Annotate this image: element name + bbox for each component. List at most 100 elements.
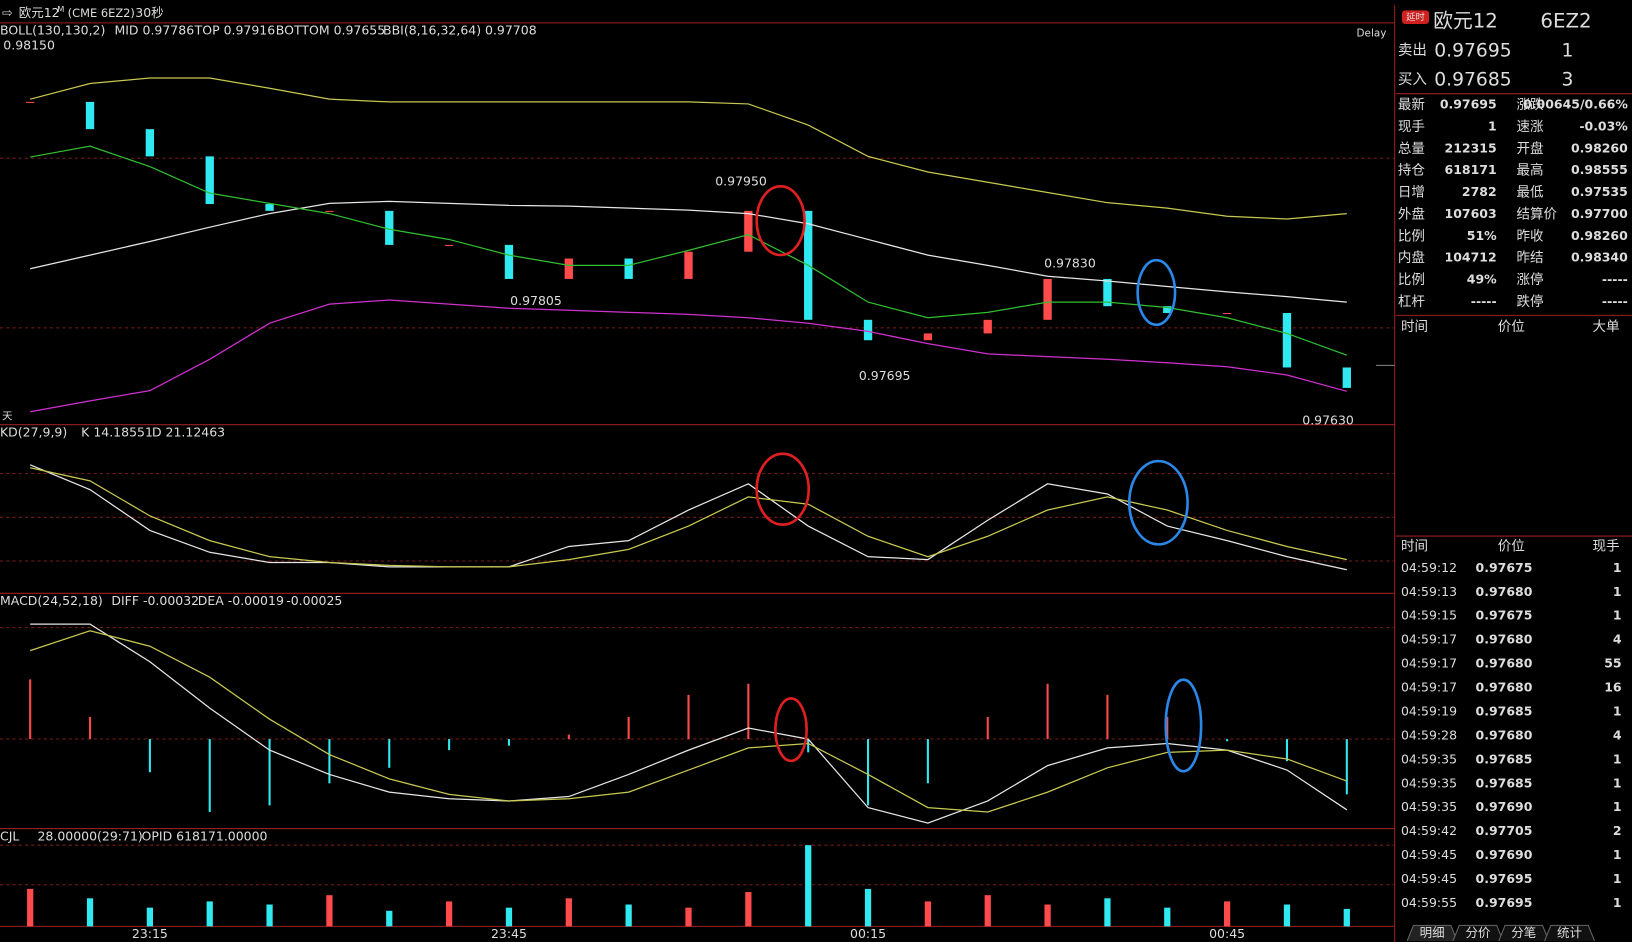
trade-price: 0.97685 <box>1476 775 1533 790</box>
price-body <box>923 333 933 341</box>
trade-price: 0.97690 <box>1476 847 1533 862</box>
trade-qty: 1 <box>1613 703 1622 718</box>
macd-bar <box>88 716 92 740</box>
quote-price: 0.97685 <box>1434 70 1511 91</box>
legend-item: MACD(24,52,18) <box>0 593 103 608</box>
series-line <box>30 77 1347 220</box>
price-body <box>385 210 394 245</box>
price-body <box>744 210 753 252</box>
macd-bar <box>29 679 32 740</box>
circle <box>1136 258 1177 327</box>
stat-label: 开盘 <box>1516 140 1543 157</box>
quote-code: 6EZ2 <box>1540 9 1591 32</box>
trade-time: 04:59:42 <box>1401 823 1457 838</box>
volume-bar <box>1343 908 1350 927</box>
price-body <box>145 129 155 157</box>
trade-price: 0.97690 <box>1476 799 1533 814</box>
volume-bar <box>386 910 393 927</box>
legend-item: D 21.12463 <box>152 425 225 440</box>
delay-label: Delay <box>1357 27 1387 39</box>
macd-bar <box>208 739 211 813</box>
trade-time: 04:59:45 <box>1401 847 1457 862</box>
legend-item: 0.97708 <box>485 23 537 38</box>
stat-label: 跌停 <box>1516 293 1543 310</box>
stat-label: 现手 <box>1398 119 1425 135</box>
trade-qty: 1 <box>1613 608 1622 623</box>
trade-qty: 4 <box>1613 727 1622 742</box>
stat-label: 结算价 <box>1516 206 1557 222</box>
trade-price: 0.97695 <box>1476 871 1533 886</box>
legend-item: 28.00000(29:71) <box>37 828 142 843</box>
back-icon[interactable]: ⇨ <box>2 5 13 20</box>
low-label: 0.97805 <box>510 293 562 308</box>
volume-bar <box>565 898 572 927</box>
macd-bar <box>1106 694 1109 740</box>
trade-qty: 2 <box>1613 823 1622 838</box>
macd-bar <box>1166 716 1169 740</box>
stat-value: 51% <box>1467 228 1497 243</box>
stat-label: 最高 <box>1516 162 1543 179</box>
tab-shape <box>1544 924 1596 942</box>
macd-bar <box>747 683 750 740</box>
circle <box>1164 678 1203 773</box>
trade-price: 0.97685 <box>1476 751 1533 766</box>
trade-time: 04:59:17 <box>1401 680 1457 695</box>
column-header: 现手 <box>1592 538 1619 554</box>
trade-time: 04:59:35 <box>1401 775 1457 790</box>
stat-value: 107603 <box>1445 206 1497 221</box>
macd-bar <box>567 734 570 740</box>
tab[interactable]: 分价 <box>1465 925 1490 940</box>
stat-label: 杠杆 <box>1398 294 1426 310</box>
trade-time: 04:59:17 <box>1401 656 1457 671</box>
plots: BOLL(130,130,2) MID 0.97786 TOP 0.97916 BOT… <box>0 23 1354 941</box>
trade-price: 0.97680 <box>1476 680 1533 695</box>
tab[interactable]: 明细 <box>1420 925 1445 940</box>
legend-item: OPID 618171.00000 <box>142 828 268 843</box>
legend-item: DIFF -0.00032 <box>111 593 199 608</box>
volume-bar <box>505 907 513 927</box>
stat-value: 49% <box>1467 271 1497 286</box>
legend-item: BBI(8,16,32,64) <box>383 23 481 38</box>
trade-qty: 1 <box>1613 584 1622 599</box>
stat-value: 0.97700 <box>1571 206 1628 221</box>
price-body <box>26 101 35 103</box>
stat-label: 比例 <box>1398 228 1425 244</box>
x-tick-label: 00:15 <box>850 926 886 941</box>
trade-price: 0.97705 <box>1476 823 1533 838</box>
title-mark: M <box>57 4 64 14</box>
price-body <box>624 258 633 279</box>
period[interactable]: 30秒 <box>135 5 163 20</box>
trade-qty: 1 <box>1613 751 1622 766</box>
trade-qty: 55 <box>1604 656 1621 671</box>
volume-bar <box>146 907 153 927</box>
volume-bar <box>745 892 752 927</box>
series-line <box>30 623 1348 824</box>
price-body <box>265 204 274 211</box>
series-line <box>29 464 1347 571</box>
volume-bar <box>27 888 34 927</box>
trade-time: 04:59:17 <box>1401 632 1457 647</box>
price-body <box>504 244 514 279</box>
tab[interactable]: 统计 <box>1557 925 1582 940</box>
stat-value: ----- <box>1602 271 1628 286</box>
quote-qty: 3 <box>1562 70 1574 91</box>
quote-name: 欧元12 <box>1433 9 1498 32</box>
tab[interactable]: 分笔 <box>1511 925 1536 940</box>
macd-bar <box>867 739 870 806</box>
column-header: 价位 <box>1498 319 1525 335</box>
high-label: 0.97950 <box>715 174 767 189</box>
annotation-circles <box>755 185 1203 773</box>
price-body <box>1342 367 1351 388</box>
series-line <box>30 200 1347 303</box>
series-line <box>30 467 1347 568</box>
series-line <box>30 299 1347 413</box>
stat-label: 比例 <box>1398 272 1425 288</box>
badge <box>1401 10 1430 24</box>
macd-bar <box>1046 683 1049 740</box>
macd-bar <box>268 739 271 806</box>
macd-bar <box>448 739 451 751</box>
exchange: (CME 6EZ2) <box>68 6 135 20</box>
side-panel: 卖出 0.97695 1 买入 0.97685 3 最新 0.97695 涨跌0.00645/0… <box>1398 41 1628 942</box>
